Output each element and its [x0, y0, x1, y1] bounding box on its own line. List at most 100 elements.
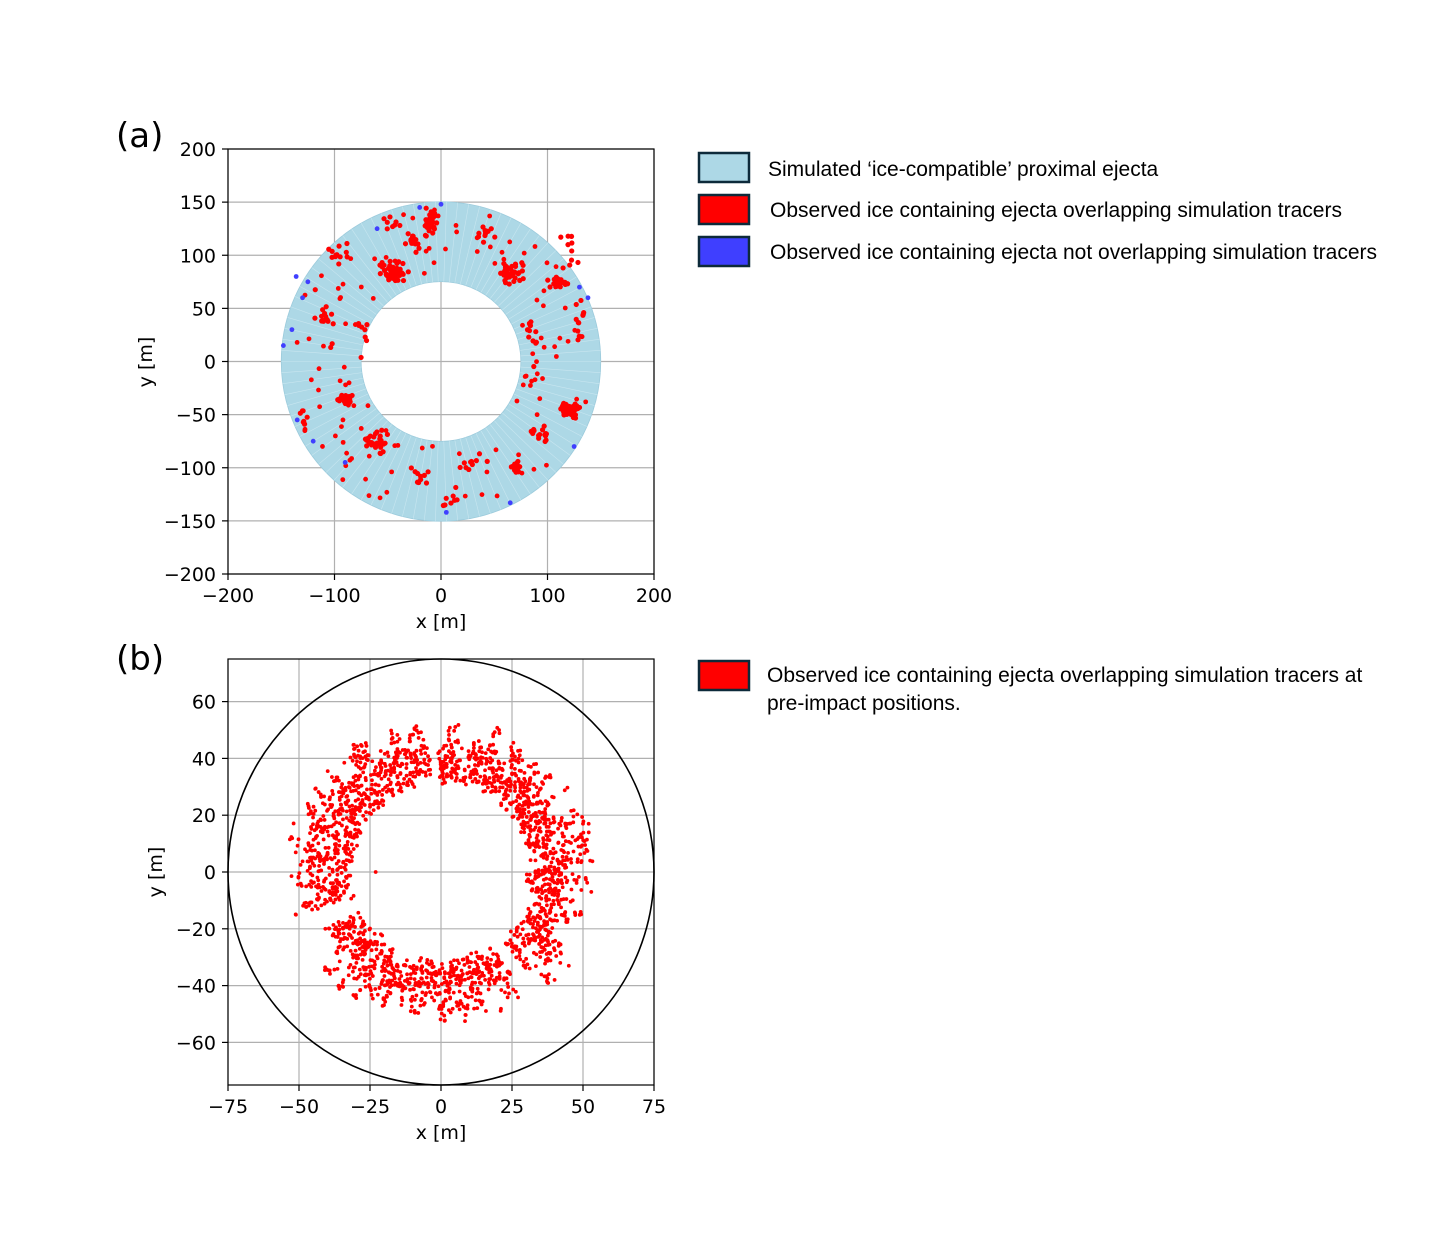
legend-swatch-not-overlapping: [697, 235, 751, 268]
pre-impact-point: [334, 927, 339, 931]
pre-impact-point: [586, 821, 591, 826]
pre-impact-point: [404, 766, 409, 770]
pre-impact-point: [482, 774, 487, 778]
pre-impact-point: [474, 970, 479, 975]
pre-impact-point: [394, 782, 399, 787]
observed-overlapping-point: [526, 334, 532, 340]
pre-impact-point: [367, 810, 372, 815]
pre-impact-point: [419, 956, 424, 960]
observed-overlapping-point: [487, 244, 493, 250]
pre-impact-point: [571, 849, 576, 854]
pre-impact-point: [518, 932, 523, 937]
pre-impact-point: [316, 878, 321, 883]
pre-impact-point: [353, 788, 358, 793]
pre-impact-point: [320, 826, 324, 831]
pre-impact-point: [315, 885, 320, 890]
pre-impact-point: [316, 869, 321, 874]
pre-impact-point: [299, 884, 304, 888]
simulated-ejecta-texture: [305, 403, 374, 447]
pre-impact-point: [488, 962, 493, 967]
pre-impact-point: [380, 787, 385, 792]
pre-impact-point: [382, 774, 387, 779]
pre-impact-point: [318, 792, 323, 797]
pre-impact-point: [404, 755, 409, 760]
observed-overlapping-point: [487, 213, 493, 219]
pre-impact-point: [580, 835, 584, 840]
pre-impact-point: [538, 786, 543, 791]
pre-impact-point: [462, 777, 467, 782]
simulated-ejecta-texture: [498, 250, 557, 307]
pre-impact-point: [392, 762, 397, 766]
observed-overlapping-point: [519, 470, 525, 476]
pre-impact-point: [589, 890, 594, 894]
observed-overlapping-point: [387, 214, 393, 220]
pre-impact-point: [395, 733, 400, 737]
pre-impact-point: [342, 865, 347, 870]
observed-overlapping-point: [476, 451, 483, 457]
simulated-ejecta-texture: [513, 393, 588, 427]
pre-impact-point: [499, 801, 504, 806]
pre-impact-point: [368, 787, 373, 792]
pre-impact-point: [493, 751, 498, 756]
pre-impact-point: [351, 969, 355, 974]
pre-impact-point: [472, 769, 476, 773]
pre-impact-point: [560, 831, 565, 836]
simulated-ejecta-texture: [505, 408, 571, 456]
pre-impact-point: [382, 967, 387, 972]
pre-impact-point: [305, 859, 310, 864]
pre-impact-point: [536, 790, 540, 795]
pre-impact-point: [356, 956, 361, 961]
pre-impact-point: [552, 830, 556, 835]
observed-overlapping-point: [553, 284, 558, 290]
pre-impact-point: [418, 748, 423, 753]
pre-impact-point: [576, 835, 581, 840]
pre-impact-point: [493, 786, 498, 791]
pre-impact-point: [389, 741, 394, 746]
pre-impact-point: [342, 760, 347, 765]
pre-impact-point: [518, 748, 523, 753]
pre-impact-point: [347, 919, 352, 924]
pre-impact-point: [363, 749, 367, 754]
pre-impact-point: [571, 820, 576, 825]
pre-impact-point: [357, 822, 362, 827]
panel-a-x-tick-label: 100: [529, 585, 565, 607]
pre-impact-point: [431, 979, 436, 984]
pre-impact-point: [469, 960, 474, 965]
pre-impact-point: [333, 851, 338, 856]
observed-overlapping-point: [301, 421, 308, 427]
pre-impact-point: [465, 958, 470, 963]
pre-impact-point: [337, 986, 342, 991]
observed-overlapping-point: [541, 288, 547, 294]
pre-impact-point: [335, 951, 340, 956]
pre-impact-point: [557, 879, 561, 884]
observed-not-overlapping-point: [342, 460, 348, 465]
pre-impact-point: [502, 976, 507, 981]
pre-impact-point: [562, 850, 567, 855]
pre-impact-point: [370, 958, 375, 963]
pre-impact-point: [356, 777, 361, 782]
observed-overlapping-point: [366, 453, 372, 459]
pre-impact-point: [440, 774, 445, 778]
simulated-ejecta-texture: [391, 437, 417, 514]
pre-impact-point: [506, 985, 511, 989]
pre-impact-point: [353, 755, 358, 760]
pre-impact-point: [493, 978, 498, 983]
legend-swatch-simulated: [697, 151, 751, 184]
observed-overlapping-point: [452, 497, 458, 503]
pre-impact-point: [569, 841, 573, 845]
pre-impact-point: [481, 789, 486, 794]
pre-impact-point: [566, 850, 570, 855]
pre-impact-point: [511, 751, 515, 756]
pre-impact-point: [475, 756, 480, 761]
simulated-ejecta-texture: [282, 372, 362, 385]
observed-overlapping-point: [484, 469, 490, 475]
pre-impact-point: [548, 958, 553, 963]
pre-impact-point: [510, 763, 514, 767]
pre-impact-point: [389, 950, 394, 955]
pre-impact-point: [389, 766, 394, 771]
pre-impact-point: [514, 955, 519, 960]
pre-impact-point: [363, 929, 367, 933]
pre-impact-point: [346, 965, 351, 970]
pre-impact-point: [526, 838, 531, 842]
pre-impact-point: [530, 887, 535, 892]
